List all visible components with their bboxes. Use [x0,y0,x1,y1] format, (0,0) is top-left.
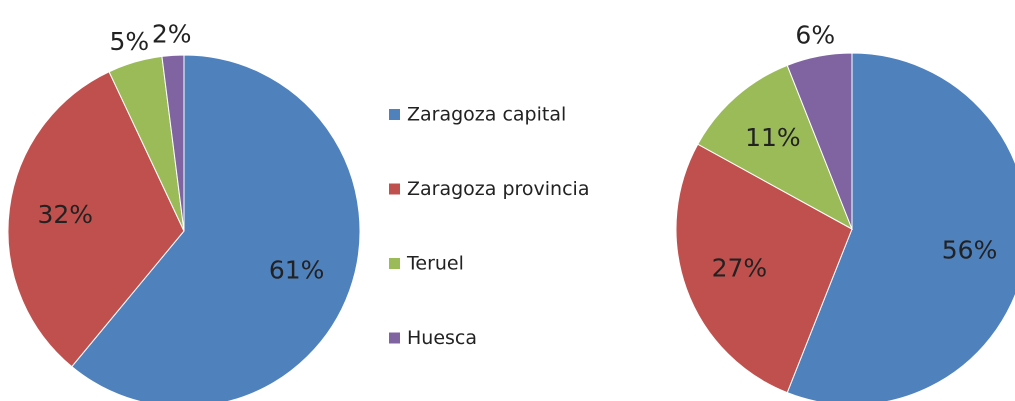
legend-label: Zaragoza capital [407,104,566,126]
legend-swatch [389,332,400,344]
data-label: 27% [712,254,768,283]
legend-label: Zaragoza provincia [407,178,589,200]
pie-slice [786,52,1015,401]
pie-slice [675,143,853,394]
legend-swatch [389,183,400,195]
data-label: 2% [152,19,192,48]
legend-label: Teruel [406,253,464,275]
data-label: 11% [745,123,801,152]
legend-label: Huesca [407,327,477,349]
pie-slice [697,64,853,231]
legend-swatch [389,258,400,269]
data-label: 6% [795,20,835,49]
data-label: 5% [109,27,149,56]
pie-slice [7,71,185,368]
data-label: 32% [37,200,93,229]
data-label: 61% [269,256,325,285]
legend-swatch [389,109,400,120]
pie-slice [71,54,361,401]
pie-slice [161,54,185,232]
data-label: 56% [942,235,998,264]
pie-slice [786,52,853,230]
